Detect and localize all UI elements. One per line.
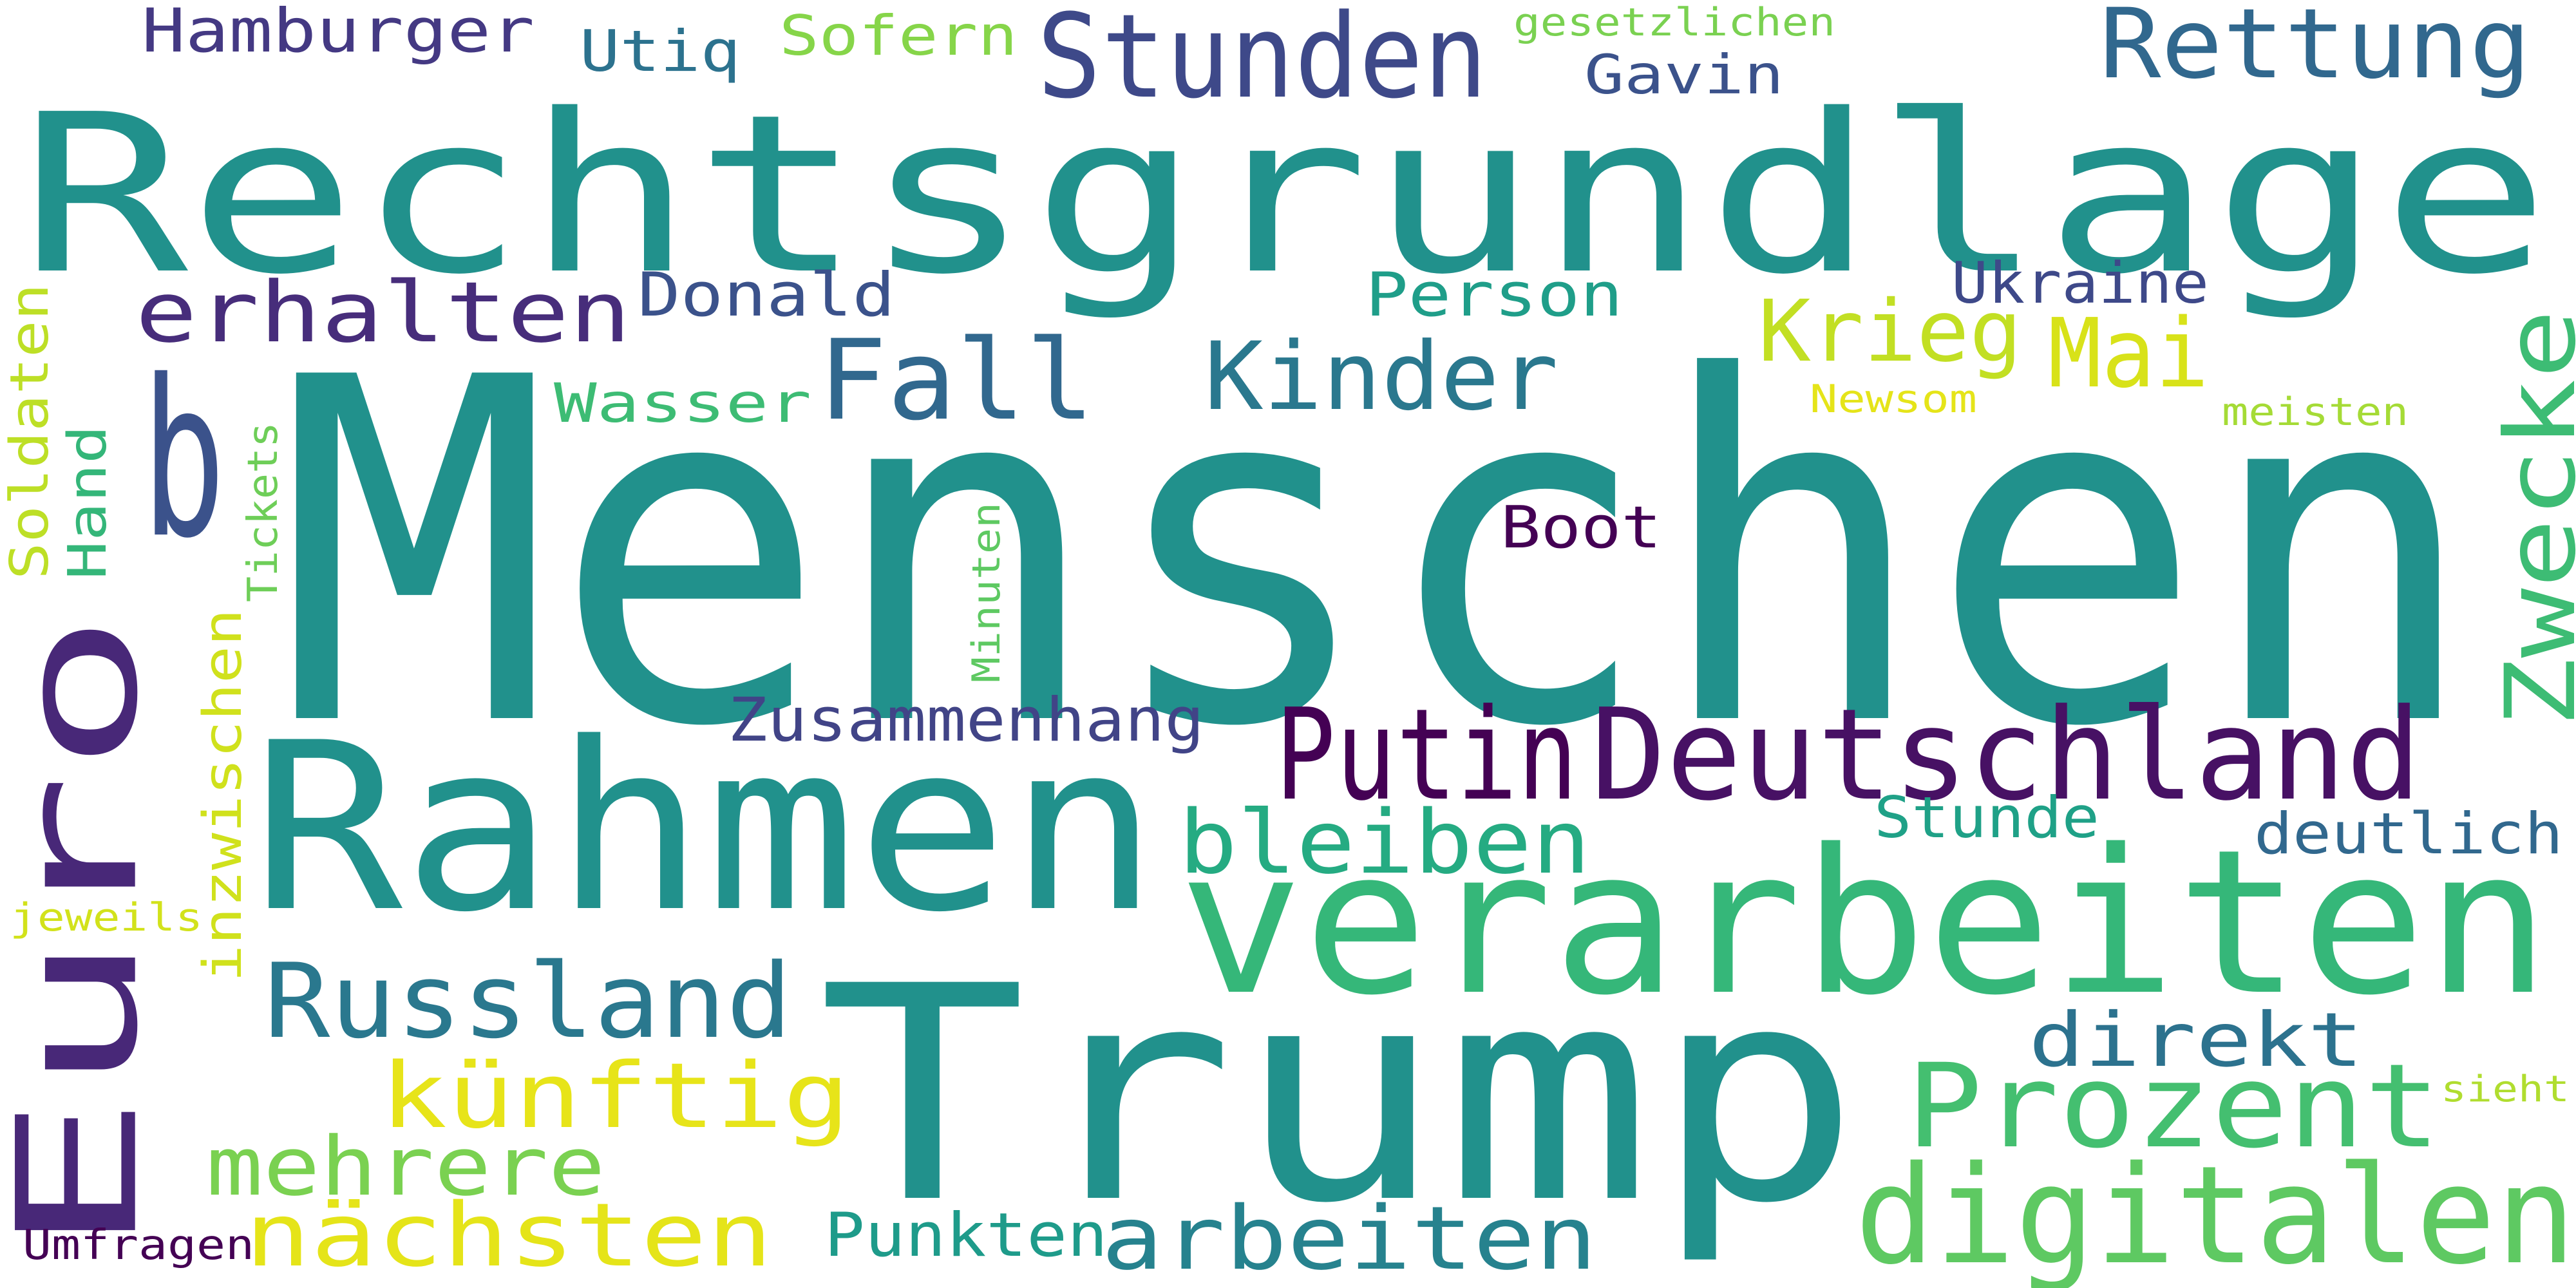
word-24: Mai [2048, 298, 2209, 409]
word-23: direkt [2029, 997, 2363, 1084]
word-25: Krieg [1758, 282, 2022, 381]
word-11: Stunden [1037, 0, 1488, 124]
word-22: mehrere [206, 1119, 605, 1214]
word-47: meisten [2222, 390, 2409, 435]
word-39: Soldaten [0, 283, 61, 580]
word-9: digitalen [1855, 1137, 2576, 1288]
word-15: nächsten [245, 1185, 773, 1287]
word-12: Rettung [2099, 0, 2531, 100]
word-2: Trump [818, 923, 1861, 1268]
word-1: Rechtsgrundlage [19, 68, 2550, 323]
word-40: Hand [57, 425, 118, 580]
word-16: arbeiten [1101, 1188, 1597, 1288]
word-49: sieht [2441, 1068, 2570, 1110]
word-32: Boot [1501, 494, 1662, 562]
word-10: b [142, 334, 225, 586]
word-42: Umfragen [23, 1222, 254, 1269]
word-17: künftig [380, 1044, 850, 1149]
word-4: Euro [0, 612, 175, 1256]
word-14: Russland [264, 941, 792, 1061]
word-30: Punkten [824, 1200, 1108, 1271]
word-46: Newsom [1810, 377, 1977, 422]
word-20: Kinder [1204, 322, 1558, 431]
word-3: Rahmen [251, 693, 1159, 963]
word-28: Person [1365, 260, 1623, 330]
word-13: Putin [1275, 682, 1578, 829]
word-6: Deutschland [1591, 682, 2421, 829]
word-33: Ukraine [1951, 250, 2209, 316]
word-26: Hamburger [142, 0, 535, 66]
word-44: Minuten [964, 502, 1009, 683]
word-21: bleiben [1179, 792, 1591, 894]
word-37: Utiq [580, 18, 741, 84]
word-35: Gavin [1584, 43, 1784, 106]
word-18: erhalten [135, 263, 631, 361]
word-0: Menschen [277, 278, 2479, 830]
word-29: Zusammenhang [728, 685, 1204, 755]
word-41: inzwischen [193, 609, 254, 982]
word-5: verarbeiten [1179, 807, 2550, 1039]
word-38: Wasser [554, 372, 811, 435]
word-7: Zwecke [2485, 309, 2576, 728]
word-8: Prozent [1906, 1039, 2441, 1174]
word-34: Stunde [1874, 784, 2099, 851]
word-43: Tickets [240, 422, 287, 602]
word-36: Sofern [779, 4, 1018, 68]
word-27: Donald [638, 260, 895, 330]
word-45: gesetzlichen [1513, 0, 1835, 45]
word-19: Fall [818, 316, 1095, 445]
word-48: jeweils [10, 895, 203, 940]
word-31: deutlich [2254, 800, 2563, 867]
